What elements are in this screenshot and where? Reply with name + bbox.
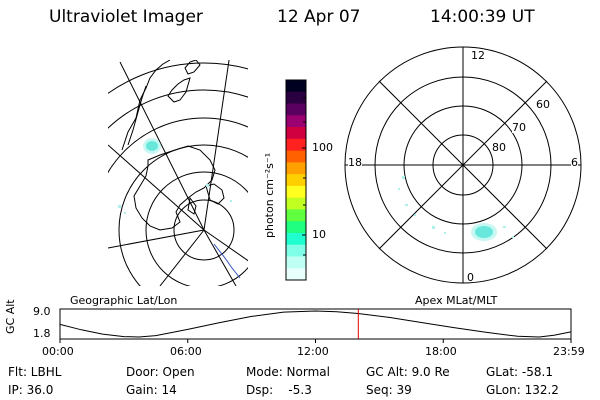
date-label: 12 Apr 07: [277, 7, 361, 27]
info-ip: IP: 36.0: [8, 383, 54, 397]
mlat-label-80: 80: [492, 141, 506, 154]
colorbar-swatch: [286, 268, 306, 281]
mlat-label-70: 70: [512, 121, 526, 134]
mlt-label-18: 18: [348, 156, 362, 169]
ytick-9: 9.0: [33, 305, 51, 318]
mlat-label-60: 60: [536, 98, 550, 111]
colorbar-swatch: [286, 185, 306, 199]
mlt-label-12: 12: [471, 49, 485, 62]
colorbar-tick-100: 100: [312, 141, 333, 154]
altitude-line: [59, 310, 571, 338]
colorbar-swatch: [286, 91, 306, 105]
colorbar-ticks: [302, 97, 306, 256]
apex-map-label: Apex MLat/MLT: [415, 294, 498, 307]
colorbar-swatch: [286, 80, 306, 93]
xtick-0600: 06:00: [170, 345, 202, 358]
chart-ylabel: GC Alt: [4, 299, 17, 334]
colorbar-swatch: [286, 150, 306, 163]
terminator-line: [213, 243, 241, 279]
info-gain: Gain: 14: [126, 383, 177, 397]
info-flt: Flt: LBHL: [8, 365, 62, 379]
colorbar-swatch: [286, 174, 306, 187]
colorbar-swatch: [286, 221, 306, 234]
colorbar-swatch: [286, 103, 306, 116]
xtick-1800: 18:00: [425, 345, 457, 358]
info-glat: GLat: -58.1: [486, 365, 553, 379]
colorbar-swatch: [286, 127, 306, 140]
info-glon: GLon: 132.2: [486, 383, 559, 397]
chart-frame: [59, 308, 572, 340]
latitude-circles: [108, 62, 248, 286]
ytick-1-8: 1.8: [33, 327, 51, 340]
map-aurora: [118, 138, 232, 214]
xtick-0000: 00:00: [42, 345, 74, 358]
info-door: Door: Open: [126, 365, 195, 379]
info-mode: Mode: Normal: [246, 365, 330, 379]
coastlines: [121, 60, 225, 231]
colorbar-swatch: [286, 244, 306, 257]
longitude-lines: [108, 60, 248, 286]
instrument-title: Ultraviolet Imager: [49, 7, 203, 27]
info-seq: Seq: 39: [366, 383, 412, 397]
colorbar-swatch: [286, 138, 306, 152]
colorbar-swatch: [286, 256, 306, 269]
mlt-label-0: 0: [467, 271, 474, 284]
xtick-2359: 23:59: [553, 345, 585, 358]
xtick-1200: 12:00: [297, 345, 329, 358]
time-label: 14:00:39 UT: [430, 7, 535, 27]
colorbar-tick-10: 10: [312, 228, 326, 241]
info-dsp: Dsp: -5.3: [246, 383, 312, 397]
geographic-map-label: Geographic Lat/Lon: [70, 294, 178, 307]
colorbar-swatch: [286, 232, 306, 246]
colorbar-swatch: [286, 197, 306, 210]
mlt-label-6: 6: [571, 156, 578, 169]
colorbar-swatch: [286, 209, 306, 222]
polar-aurora: [398, 176, 514, 241]
info-gc-alt: GC Alt: 9.0 Re: [366, 365, 450, 379]
colorbar-swatch: [286, 115, 306, 128]
colorbar-swatch: [286, 162, 306, 175]
